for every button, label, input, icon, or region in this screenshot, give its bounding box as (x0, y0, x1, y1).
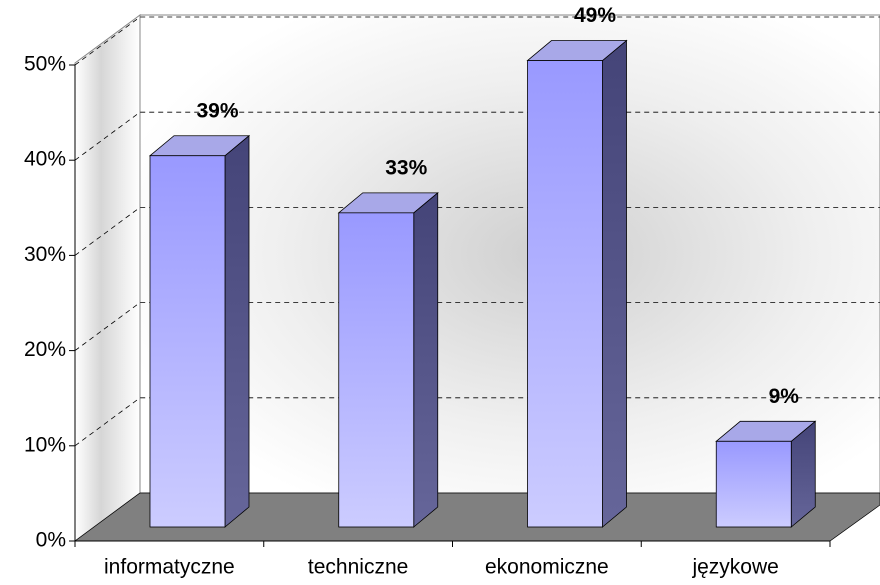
value-label: 49% (574, 4, 616, 27)
y-tick-label: 50% (24, 53, 66, 76)
value-label: 9% (769, 385, 800, 408)
value-label: 39% (196, 99, 238, 122)
y-tick-label: 10% (24, 433, 66, 456)
x-tick-label: informatyczne (104, 556, 235, 579)
x-tick-label: techniczne (308, 556, 408, 579)
x-tick-label: ekonomiczne (485, 556, 609, 579)
bar (527, 60, 603, 528)
bar-side (602, 39, 627, 528)
bar-side (413, 191, 439, 528)
y-tick-label: 30% (24, 243, 66, 266)
y-tick-label: 20% (24, 338, 66, 361)
bar (338, 212, 415, 528)
value-label: 33% (385, 156, 427, 179)
bar-side (224, 134, 250, 528)
side-wall (74, 14, 141, 542)
x-tick-label: językowe (691, 556, 778, 579)
bar (149, 155, 226, 528)
y-tick-label: 0% (36, 529, 66, 552)
bar (715, 440, 792, 528)
y-tick-label: 40% (24, 148, 66, 171)
